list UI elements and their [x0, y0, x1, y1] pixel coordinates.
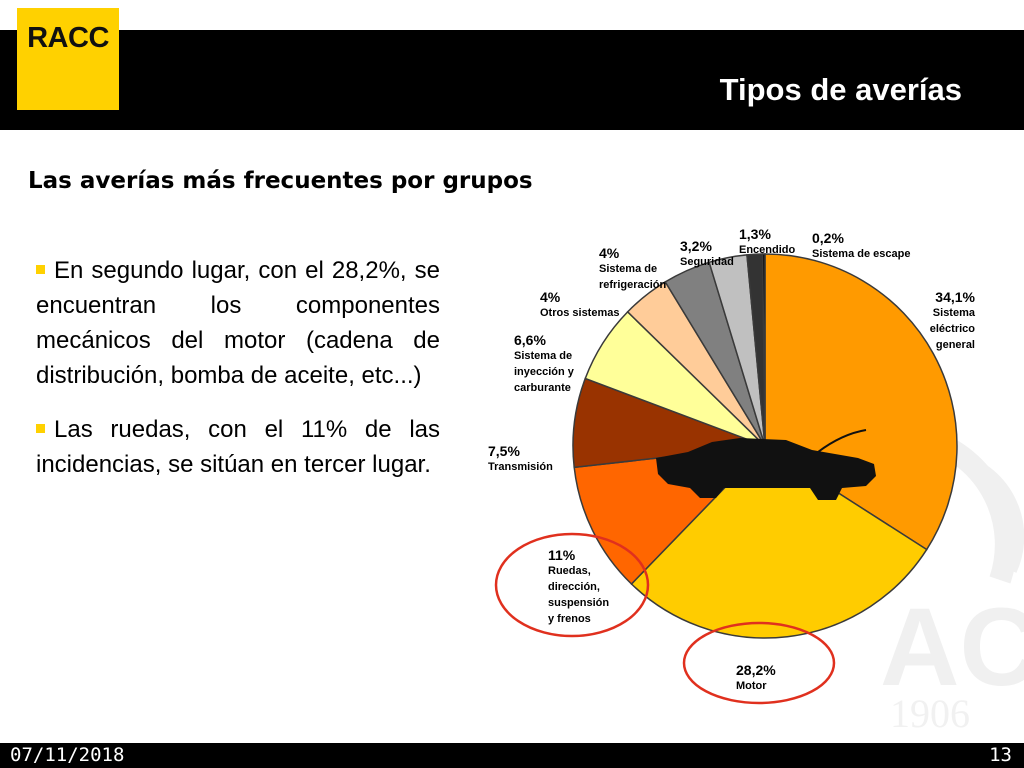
slice-label: 1,3% Encendido [739, 226, 796, 256]
slice-name: eléctrico [930, 323, 976, 335]
slice-name: Sistema de [514, 350, 572, 362]
slice-name: general [936, 339, 975, 351]
slice-label: 6,6% Sistema de inyección y carburante [514, 332, 575, 394]
slice-percent: 7,5% [488, 443, 520, 459]
bullet-item: En segundo lugar, con el 28,2%, se encue… [36, 253, 440, 393]
pie-slice [761, 253, 766, 447]
slide-title: Tipos de averías [719, 72, 962, 107]
slice-label: 0,2% Sistema de escape [812, 230, 910, 260]
bullet-text: Las ruedas, con el 11% de las incidencia… [36, 416, 440, 478]
bullet-list: En segundo lugar, con el 28,2%, se encue… [36, 253, 440, 501]
slice-percent: 4% [599, 245, 620, 261]
highlight-ring [682, 621, 836, 705]
slice-label: 28,2% Motor [736, 662, 776, 692]
slice-name: inyección y [514, 366, 575, 378]
watermark-year: 1906 [890, 691, 970, 736]
pie-slice [630, 445, 928, 639]
logo-text: RACC [27, 22, 109, 54]
slice-name: Seguridad [680, 256, 734, 268]
slice-label: 4% Sistema de refrigeración [599, 245, 667, 291]
bullet-square-icon [36, 265, 45, 274]
bullet-square-icon [36, 424, 45, 433]
slice-name: Motor [736, 680, 767, 692]
bullet-text: En segundo lugar, con el 28,2%, se encue… [36, 257, 440, 389]
slice-name: Otros sistemas [540, 307, 619, 319]
svg-text:ACC: ACC [880, 586, 1024, 709]
slice-name: refrigeración [599, 279, 667, 291]
car-silhouette-icon [656, 429, 876, 500]
slice-percent: 11% [548, 547, 576, 563]
slice-label: 3,2% Seguridad [680, 238, 734, 268]
bullet-item: Las ruedas, con el 11% de las incidencia… [36, 412, 440, 482]
slice-name: Sistema [933, 307, 976, 319]
slice-name: Sistema de [599, 263, 657, 275]
slice-name: suspensión [548, 597, 609, 609]
slice-percent: 3,2% [680, 238, 712, 254]
slice-label: 11% Ruedas, dirección, suspensión y frenos [548, 547, 609, 625]
watermark-graphic: ACC [880, 429, 1024, 709]
slice-label: 34,1% Sistema eléctrico general [930, 289, 976, 351]
slice-name: dirección, [548, 581, 600, 593]
slide-number: 13 [989, 744, 1012, 766]
slice-name: Sistema de escape [812, 248, 910, 260]
slice-label: 7,5% Transmisión [488, 443, 553, 473]
slice-percent: 34,1% [935, 289, 975, 305]
slice-percent: 1,3% [739, 226, 771, 242]
slice-label: 4% Otros sistemas [540, 289, 619, 319]
slice-name: carburante [514, 382, 571, 394]
slice-name: Encendido [739, 244, 796, 256]
footer-bar [0, 743, 1024, 768]
racc-watermark: ACC 1906 [760, 420, 1024, 740]
slice-name: Transmisión [488, 461, 553, 473]
slice-percent: 28,2% [736, 662, 776, 678]
slice-percent: 0,2% [812, 230, 844, 246]
highlight-ring [494, 532, 650, 638]
footer-date: 07/11/2018 [10, 744, 125, 766]
header-bar [0, 30, 1024, 130]
slice-name: y frenos [548, 613, 591, 625]
slice-name: Ruedas, [548, 565, 591, 577]
slice-percent: 6,6% [514, 332, 546, 348]
slice-percent: 4% [540, 289, 561, 305]
slide-subtitle: Las averías más frecuentes por grupos [28, 168, 533, 194]
racc-logo: RACC [17, 8, 119, 110]
